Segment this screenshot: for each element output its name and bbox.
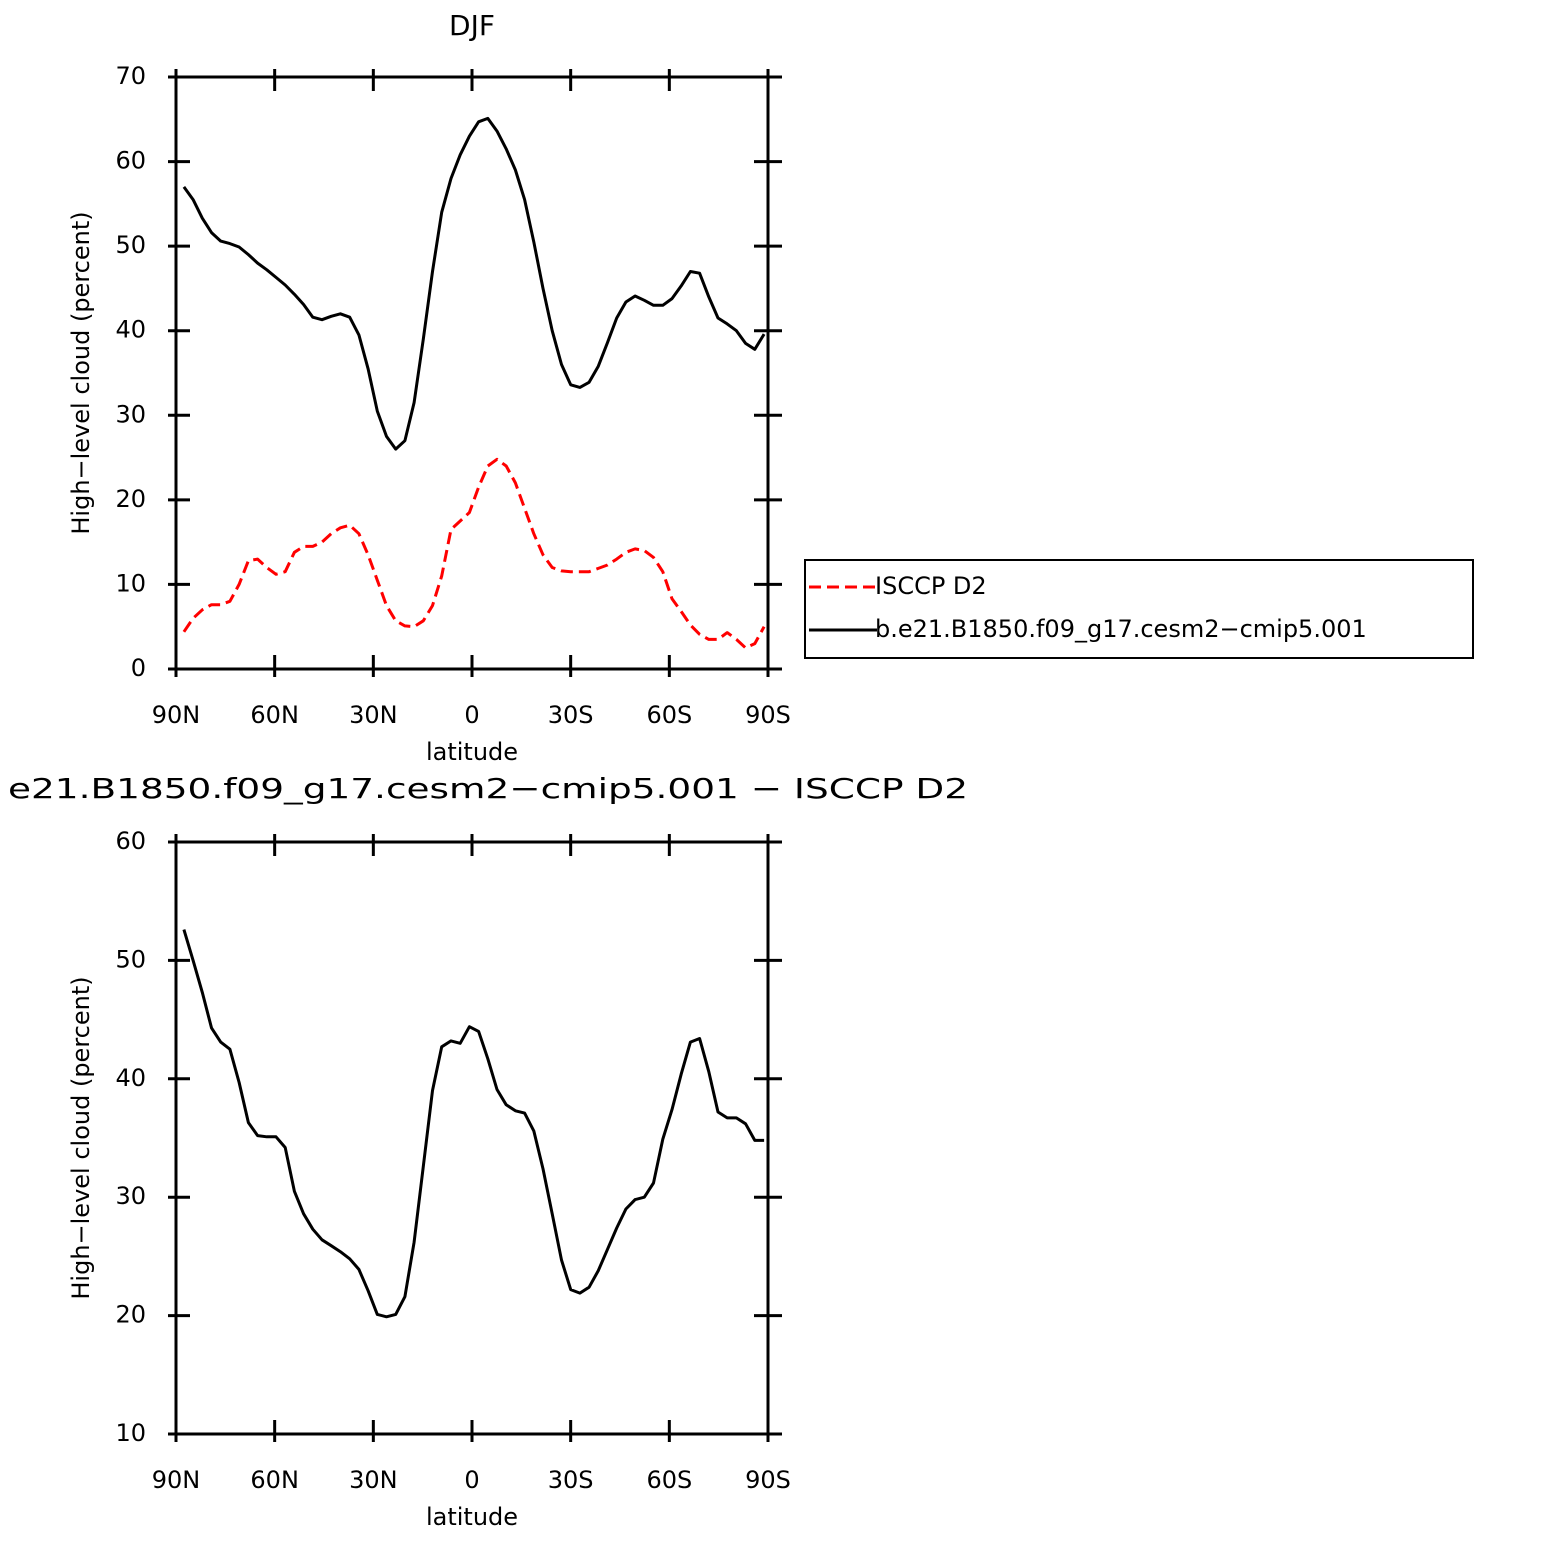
y-tick-label: 50: [115, 945, 146, 973]
x-tick-label: 0: [464, 1466, 479, 1494]
x-axis-label: latitude: [426, 1503, 518, 1531]
y-tick-label: 0: [131, 654, 146, 682]
x-tick-label: 90S: [745, 1466, 791, 1494]
y-tick-label: 50: [115, 231, 146, 259]
x-tick-label: 60N: [250, 701, 299, 729]
y-axis-label: High−level cloud (percent): [67, 976, 95, 1299]
y-tick-label: 10: [115, 1419, 146, 1447]
x-tick-label: 30N: [349, 701, 398, 729]
x-tick-label: 30S: [548, 701, 594, 729]
data-line: [182, 116, 766, 451]
x-tick-label: 90N: [152, 701, 201, 729]
legend-box: [804, 559, 1474, 659]
y-tick-label: 70: [115, 62, 146, 90]
y-tick-label: 60: [115, 827, 146, 855]
data-line: [182, 929, 765, 1319]
y-tick-label: 20: [115, 1301, 146, 1329]
legend-label: b.e21.B1850.f09_g17.cesm2−cmip5.001: [875, 615, 1367, 643]
y-axis-label: High−level cloud (percent): [67, 211, 95, 534]
data-line: [182, 457, 766, 650]
x-tick-label: 30S: [548, 1466, 594, 1494]
x-tick-label: 0: [464, 701, 479, 729]
y-tick-label: 40: [115, 316, 146, 344]
x-tick-label: 90S: [745, 701, 791, 729]
plot-frame: [174, 75, 770, 671]
y-tick-label: 20: [115, 485, 146, 513]
x-tick-label: 30N: [349, 1466, 398, 1494]
y-tick-label: 10: [115, 569, 146, 597]
chart-title: e21.B1850.f09_g17.cesm2−cmip5.001 − ISCC…: [8, 772, 968, 805]
y-tick-label: 60: [115, 147, 146, 175]
x-tick-label: 60S: [646, 701, 692, 729]
y-tick-label: 30: [115, 1182, 146, 1210]
x-axis-label: latitude: [426, 738, 518, 766]
legend-label: ISCCP D2: [875, 572, 987, 600]
y-tick-label: 40: [115, 1064, 146, 1092]
chart-title: DJF: [449, 9, 495, 42]
x-tick-label: 60S: [646, 1466, 692, 1494]
x-tick-label: 60N: [250, 1466, 299, 1494]
y-tick-label: 30: [115, 400, 146, 428]
x-tick-label: 90N: [152, 1466, 201, 1494]
